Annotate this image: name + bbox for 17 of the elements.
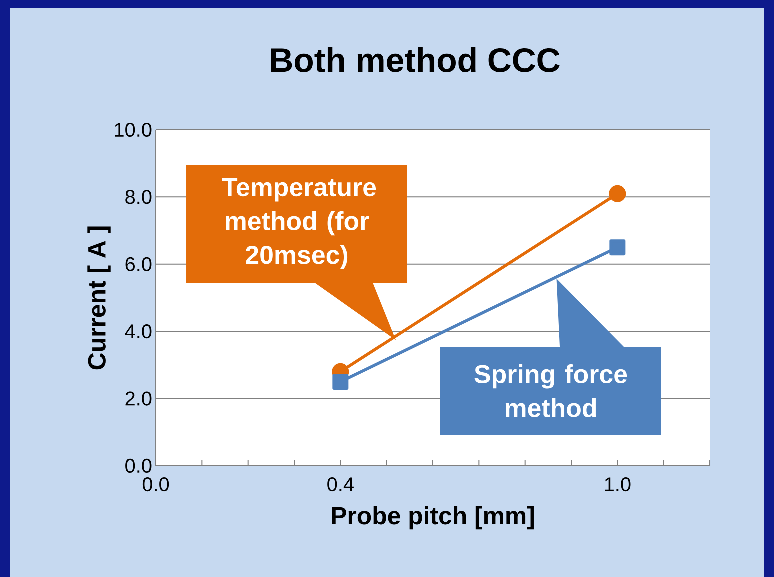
y-axis-title: Current [ A ] <box>88 226 111 370</box>
y-tick-label: 6.0 <box>126 257 152 272</box>
y-tick-label: 2.0 <box>126 392 152 406</box>
y-tick-label: 0.0 <box>126 458 152 474</box>
y-tick-label: 8.0 <box>126 190 152 204</box>
x-tick-label: 1.0 <box>605 478 631 492</box>
x-axis-title: Probe pitch [mm] <box>332 506 534 530</box>
x-tick-label: 0.0 <box>142 478 170 492</box>
point <box>610 240 626 256</box>
series-label: Spring force method <box>474 364 628 418</box>
chart-title: Both method CCC <box>271 48 560 72</box>
point <box>609 185 626 202</box>
y-tick-label: 10.0 <box>115 122 152 138</box>
text: Temperature method (for 20msec) <box>222 178 376 270</box>
y-tick-label: 4.0 <box>125 324 152 339</box>
x-tick-label: 0.4 <box>328 478 354 492</box>
point <box>332 374 349 390</box>
